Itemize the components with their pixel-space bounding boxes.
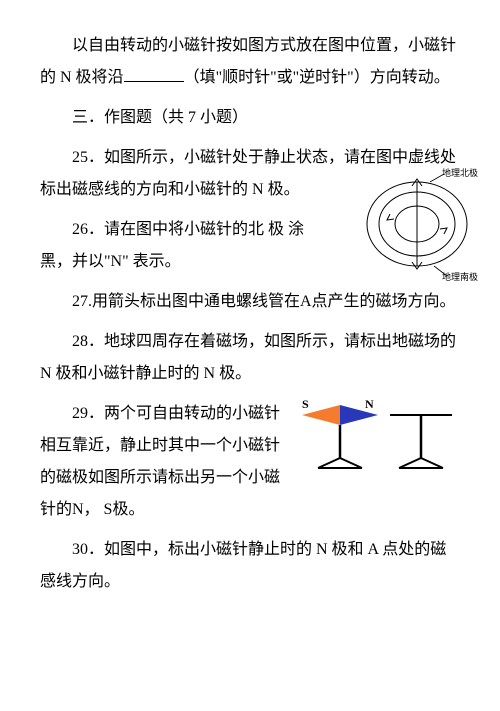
fig2-stand-left-leg1 bbox=[318, 458, 340, 468]
q29-text: 29．两个可自由转动的小磁针相互靠近，静止时其中一个小磁针的磁极如图所示请标出另… bbox=[40, 405, 280, 518]
q28-paragraph: 28．地球四周存在着磁场，如图所示，请标出地磁场的 N 极和小磁针静止时的 N … bbox=[40, 326, 460, 390]
figure-compass-needles: S N bbox=[290, 393, 460, 478]
q27-text: 27.用箭头标出图中通电螺线管在A点产生的磁场方向。 bbox=[72, 293, 456, 310]
q30-text: 30．如图中，标出小磁针静止时的 N 极和 A 点处的磁感线方向。 bbox=[40, 541, 446, 590]
figure-earth-magnet: 地理北极 地理南极 bbox=[320, 164, 460, 284]
q26-text-a: 26．请在图中将小磁针的北 bbox=[72, 221, 264, 238]
fig1-fieldline-arrow-2 bbox=[440, 228, 447, 234]
fig1-label-line-top bbox=[430, 174, 444, 182]
q28-text: 28．地球四周存在着磁场，如图所示，请标出地磁场的 N 极和小磁针静止时的 N … bbox=[40, 333, 456, 382]
fig1-fieldline-arrow-1 bbox=[387, 214, 394, 220]
fig2-label-n: N bbox=[365, 397, 374, 411]
q25-paragraph: 25．如图所示，小磁针处于静止状态，请在图中虚线处标出磁感线的方向和小磁针的 地… bbox=[40, 142, 460, 206]
p1-text-b: （填"顺时针"或"逆时针"）方向转动。 bbox=[184, 69, 450, 86]
q27-paragraph: 27.用箭头标出图中通电螺线管在A点产生的磁场方向。 bbox=[40, 286, 460, 318]
section-title-text: 三．作图题（共 7 小题） bbox=[72, 109, 248, 126]
fig1-label-bottom: 地理南极 bbox=[442, 271, 478, 282]
intro-paragraph: 以自由转动的小磁针按如图方式放在图中位置，小磁针的 N 极将沿（填"顺时针"或"… bbox=[40, 30, 460, 94]
blank-field bbox=[124, 63, 184, 82]
fig1-label-top: 地理北极 bbox=[442, 167, 478, 178]
fig2-stand-right-leg1 bbox=[399, 458, 421, 468]
fig2-stand-left-leg2 bbox=[340, 458, 362, 468]
q25-text-b: N 极。 bbox=[252, 181, 300, 198]
fig2-stand-right-leg2 bbox=[421, 458, 443, 468]
section-title: 三．作图题（共 7 小题） bbox=[40, 102, 460, 134]
fig2-label-s: S bbox=[302, 397, 309, 411]
q30-paragraph: 30．如图中，标出小磁针静止时的 N 极和 A 点处的磁感线方向。 bbox=[40, 534, 460, 598]
